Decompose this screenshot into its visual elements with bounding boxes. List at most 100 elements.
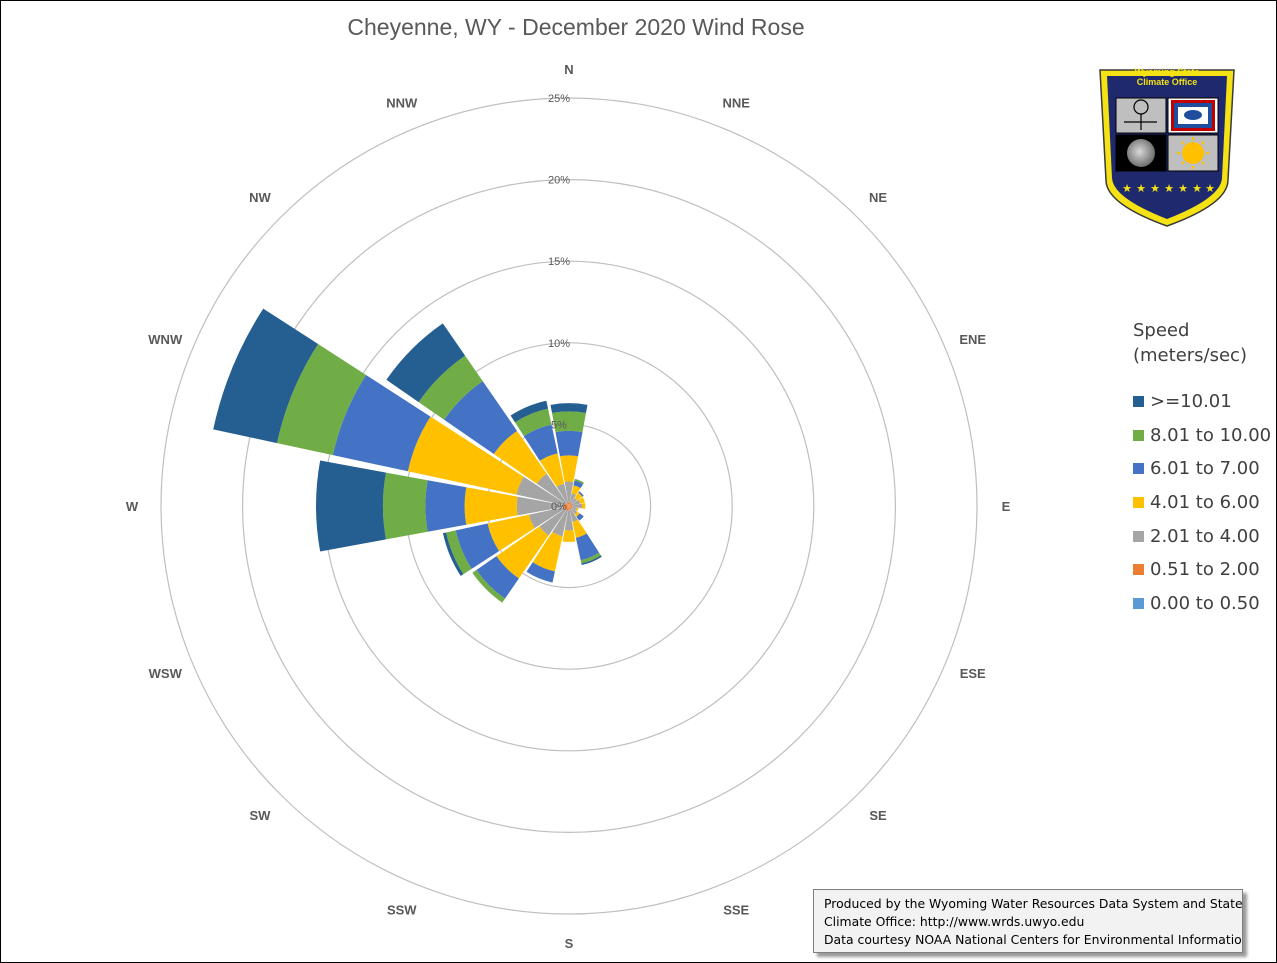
petal-segment bbox=[536, 473, 568, 505]
radial-tick-label: 10% bbox=[548, 338, 570, 350]
petal-segment bbox=[332, 374, 431, 472]
legend-label: 0.51 to 2.00 bbox=[1150, 559, 1260, 581]
direction-label: S bbox=[565, 936, 574, 951]
petal-segment bbox=[386, 323, 466, 403]
petal-segment bbox=[277, 343, 367, 456]
svg-text:★: ★ bbox=[1178, 182, 1188, 195]
grid-ring bbox=[160, 97, 978, 915]
petal-segment bbox=[571, 499, 581, 506]
petal-segment bbox=[581, 503, 586, 509]
legend-title-line2: (meters/sec) bbox=[1133, 345, 1247, 366]
legend-swatch bbox=[1133, 597, 1144, 609]
petal-segment bbox=[559, 455, 579, 482]
direction-labels: N NNE NE ENE E ESE SE SSE S SSW SW WSW W WNW NW NNW bbox=[126, 62, 1011, 951]
petal-segment bbox=[574, 492, 583, 501]
legend-item: 8.01 to 10.00 bbox=[1133, 419, 1271, 453]
petal-segment bbox=[564, 503, 569, 506]
direction-label: NW bbox=[249, 190, 271, 205]
petal-segment bbox=[487, 514, 535, 552]
petal-segment bbox=[572, 503, 583, 509]
radial-tick-label: 0% bbox=[551, 501, 567, 513]
petal-segment bbox=[575, 507, 579, 512]
credit-line1: Produced by the Wyoming Water Resources … bbox=[824, 896, 1242, 911]
legend-title-line1: Speed bbox=[1133, 320, 1190, 341]
petal-segment bbox=[564, 510, 574, 531]
direction-label: E bbox=[1002, 499, 1011, 514]
legend-label: 8.01 to 10.00 bbox=[1150, 424, 1272, 446]
petal-segment bbox=[418, 355, 483, 420]
legend-label: 2.01 to 4.00 bbox=[1150, 525, 1260, 547]
petal-segment bbox=[407, 416, 524, 495]
legend-items: >=10.01 8.01 to 10.00 6.01 to 7.00 4.01 to … bbox=[1133, 385, 1271, 620]
petal-segment bbox=[514, 408, 552, 437]
petal-segment bbox=[568, 501, 570, 506]
legend-swatch bbox=[1133, 564, 1144, 576]
legend: Speed (meters/sec) >=10.01 8.01 to 10.00 6… bbox=[1133, 318, 1271, 620]
petal-segment bbox=[476, 556, 519, 599]
petal-segment bbox=[576, 513, 584, 521]
petal-segment bbox=[382, 472, 428, 540]
petal-segment bbox=[570, 497, 578, 505]
petal-segment bbox=[569, 503, 572, 506]
petal-segment bbox=[442, 532, 464, 576]
legend-label: >=10.01 bbox=[1150, 391, 1232, 413]
petal-segment bbox=[574, 511, 580, 517]
grid-ring bbox=[242, 179, 896, 833]
legend-title: Speed (meters/sec) bbox=[1133, 318, 1263, 368]
petal-segment bbox=[562, 504, 569, 508]
petal-segment bbox=[564, 506, 569, 511]
petal-segment bbox=[213, 308, 319, 444]
climate-office-logo: Wyoming State Climate Office ★ ★ ★ ★ ★ ★ ★ bbox=[1099, 64, 1235, 227]
petal-segment bbox=[529, 507, 564, 529]
petal-segment bbox=[316, 460, 386, 552]
direction-label: SSE bbox=[723, 903, 749, 918]
petal-segment bbox=[569, 505, 573, 507]
petal-segment bbox=[532, 532, 563, 572]
direction-label: ENE bbox=[959, 332, 986, 347]
radial-tick-labels: 0% 5% 10% 15% 20% 25% bbox=[548, 93, 570, 513]
direction-label: WSW bbox=[149, 666, 183, 681]
petal-segment bbox=[539, 508, 567, 536]
direction-label: SSW bbox=[387, 903, 417, 918]
petal-segment bbox=[581, 555, 602, 566]
radial-tick-label: 5% bbox=[551, 419, 567, 431]
legend-label: 6.01 to 7.00 bbox=[1150, 458, 1260, 480]
petal-segment bbox=[562, 530, 576, 542]
legend-swatch bbox=[1133, 530, 1144, 542]
petal-segment bbox=[446, 530, 472, 575]
svg-text:★: ★ bbox=[1164, 182, 1174, 195]
radial-tick-label: 15% bbox=[548, 256, 570, 268]
legend-item: 2.01 to 4.00 bbox=[1133, 519, 1271, 553]
petal-segment bbox=[523, 424, 558, 461]
legend-swatch bbox=[1133, 396, 1144, 408]
petal-segment bbox=[570, 507, 578, 515]
petal-segment bbox=[472, 570, 505, 603]
petal-segment bbox=[516, 476, 565, 505]
petal-segment bbox=[564, 481, 574, 502]
petal-segment bbox=[569, 508, 578, 522]
petal-segment bbox=[569, 506, 571, 510]
legend-item: 0.51 to 2.00 bbox=[1133, 553, 1271, 587]
petal-segment bbox=[516, 496, 563, 516]
petal-segment bbox=[578, 491, 584, 497]
svg-text:★: ★ bbox=[1122, 182, 1132, 195]
legend-item: 0.00 to 0.50 bbox=[1133, 587, 1271, 621]
direction-label: W bbox=[126, 499, 139, 514]
petal-segment bbox=[572, 519, 587, 538]
direction-label: SE bbox=[869, 808, 887, 823]
petal-segment bbox=[573, 480, 584, 489]
wind-petals bbox=[213, 308, 602, 603]
legend-swatch bbox=[1133, 463, 1144, 475]
legend-swatch bbox=[1133, 497, 1144, 509]
petal-segment bbox=[496, 526, 549, 579]
petal-segment bbox=[550, 403, 588, 413]
logo-text-line2: Climate Office bbox=[1137, 77, 1198, 87]
direction-label: NE bbox=[869, 190, 887, 205]
legend-item: 4.01 to 6.00 bbox=[1133, 486, 1271, 520]
wind-rose-plot: 0% 5% 10% 15% 20% 25% N NNE NE ENE E ESE SE SSE S SSW S… bbox=[126, 62, 1011, 951]
credit-box: Produced by the Wyoming Water Resources … bbox=[813, 889, 1243, 953]
credit-line2: Climate Office: http://www.wrds.uwyo.edu bbox=[824, 914, 1085, 929]
chart-title: Cheyenne, WY - December 2020 Wind Rose bbox=[347, 14, 805, 40]
direction-label: N bbox=[564, 62, 573, 77]
direction-label: NNE bbox=[723, 95, 751, 110]
